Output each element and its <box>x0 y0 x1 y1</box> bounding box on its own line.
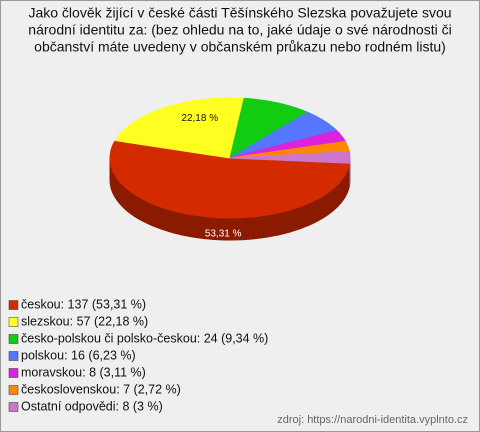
slice <box>114 97 245 159</box>
legend-swatch <box>8 317 19 327</box>
source: zdroj: https://narodni-identita.vyplnto.… <box>277 414 468 426</box>
slice-label: 22,18 % <box>181 113 218 124</box>
legend-label: polskou: 16 (6,23 %) <box>21 348 136 362</box>
slice <box>109 140 351 219</box>
slice-label: 53,31 % <box>205 229 242 240</box>
legend-swatch <box>8 334 19 344</box>
legend-label: českou: 137 (53,31 %) <box>21 297 146 311</box>
chart-title: národní identitu za: (bez ohledu na to, … <box>28 22 451 38</box>
chart-title: Jako člověk žijící v české části Těšínsk… <box>28 5 451 21</box>
legend-label: česko-polskou či polsko-českou: 24 (9,34… <box>21 331 268 345</box>
legend-label: moravskou: 8 (3,11 %) <box>21 365 146 379</box>
legend-label: slezskou: 57 (22,18 %) <box>21 314 148 328</box>
legend-swatch <box>8 351 19 361</box>
legend-swatch <box>8 300 19 310</box>
slice <box>229 150 351 164</box>
legend-swatch <box>8 385 19 395</box>
legend-swatch <box>8 368 19 378</box>
legend-label: československou: 7 (2,72 %) <box>21 382 181 396</box>
legend-swatch <box>8 402 19 412</box>
legend-label: Ostatní odpovědi: 8 (3 %) <box>21 399 163 413</box>
chart-title: občanství máte uvedeny v občanském průka… <box>34 39 446 55</box>
